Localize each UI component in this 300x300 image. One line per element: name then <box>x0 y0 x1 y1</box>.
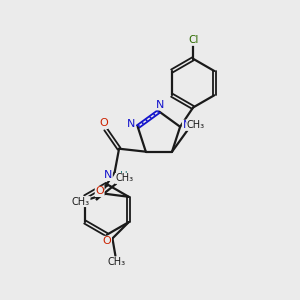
Text: N: N <box>156 100 165 110</box>
Text: O: O <box>103 236 112 246</box>
Text: H: H <box>120 171 128 181</box>
Text: Cl: Cl <box>188 35 198 45</box>
Text: CH₃: CH₃ <box>72 196 90 207</box>
Text: CH₃: CH₃ <box>187 120 205 130</box>
Text: CH₃: CH₃ <box>116 173 134 183</box>
Text: N: N <box>127 119 135 129</box>
Text: N: N <box>182 120 191 130</box>
Text: O: O <box>99 118 108 128</box>
Text: N: N <box>104 170 112 181</box>
Text: CH₃: CH₃ <box>108 257 126 267</box>
Text: O: O <box>95 187 104 196</box>
